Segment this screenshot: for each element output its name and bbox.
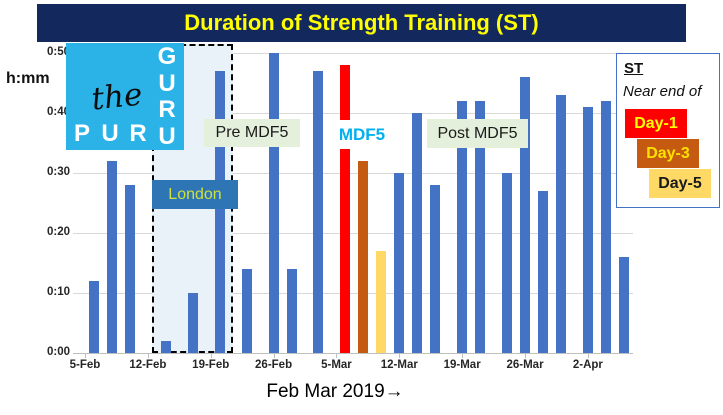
mdf5-label: MDF5 [335,120,389,149]
y-tick-label: 0:00 [46,346,70,358]
bar-19-Mar [457,101,468,353]
gridline [73,293,633,294]
legend-item-day-3: Day-3 [637,139,699,168]
bar-30-Mar [555,95,566,353]
bar-12-Mar [394,173,405,353]
y-tick-label: 0:40 [46,106,70,118]
gridline [73,113,633,114]
bar-8-Mar [358,161,369,353]
x-tick-label: 26-Mar [506,359,544,371]
logo-letter-u: U [158,69,176,97]
x-tick-mark [587,353,589,358]
x-tick-mark [525,353,527,358]
x-tick-mark [399,353,401,358]
gridline [73,53,633,54]
bar-14-Feb [160,341,171,353]
gridline [73,353,633,354]
x-tick-mark [336,353,338,358]
bar-17-Feb [187,293,198,353]
bar-3-Mar [313,71,324,353]
logo-word-the: the [89,76,145,118]
x-tick-mark [273,353,275,358]
bar-20-Feb [214,71,225,353]
bar-28-Feb [286,269,297,353]
bar-6-Feb [88,281,99,353]
x-tick-label: 5-Feb [69,359,101,371]
legend-box: ST Near end of Day-1 Day-3 Day-5 [616,53,720,208]
x-tick-label: 26-Feb [255,359,293,371]
bar-16-Mar [430,185,441,353]
y-tick-label: 0:30 [46,166,70,178]
bar-14-Mar [412,113,423,353]
x-tick-label: 5-Mar [321,359,352,371]
legend-item-day-1: Day-1 [625,109,687,138]
y-tick-label: 0:20 [46,226,70,238]
x-tick-label: 19-Feb [192,359,230,371]
chart-title: Duration of Strength Training (ST) [37,4,686,42]
london-label: London [152,180,238,209]
x-tick-mark [147,353,149,358]
x-tick-mark [210,353,212,358]
legend-heading: ST [624,60,644,77]
x-tick-label: 12-Feb [129,359,167,371]
y-axis-unit-label: h:mm [6,70,50,87]
y-tick-label: 0:10 [46,286,70,298]
bar-10-Mar [376,251,387,353]
bar-23-Feb [241,269,252,353]
logo-letter-p: P [73,120,90,147]
bar-26-Mar [520,77,531,353]
x-tick-mark [462,353,464,358]
bar-28-Mar [537,191,548,353]
logo-letter-u: U [158,122,176,150]
bar-24-Mar [502,173,513,353]
bar-6-Apr [618,257,629,353]
bar-2-Apr [582,107,593,353]
legend-subheading: Near end of [623,83,702,100]
x-tick-mark [85,353,86,358]
gridline [73,233,633,234]
post-mdf5-label: Post MDF5 [427,119,528,148]
logo-letter-r: R [158,96,176,123]
logo-letter-r: R [129,120,147,147]
y-tick-label: 0:50 [46,46,70,58]
pre-mdf5-label: Pre MDF5 [204,119,300,147]
logo-letter-u: U [101,120,119,147]
gridline [73,173,633,174]
bar-21-Mar [475,101,486,353]
bar-10-Feb [124,185,135,353]
logo-letter-g: G [157,43,177,70]
bar-6-Mar [340,65,351,353]
legend-item-day-5: Day-5 [649,169,711,198]
x-tick-label: 19-Mar [443,359,481,371]
x-tick-label: 2-Apr [572,359,603,371]
x-tick-label: 12-Mar [380,359,418,371]
x-axis-caption: Feb Mar 2019→ [266,381,404,402]
bar-8-Feb [106,161,117,353]
bar-26-Feb [268,53,279,353]
bar-4-Apr [600,101,611,353]
